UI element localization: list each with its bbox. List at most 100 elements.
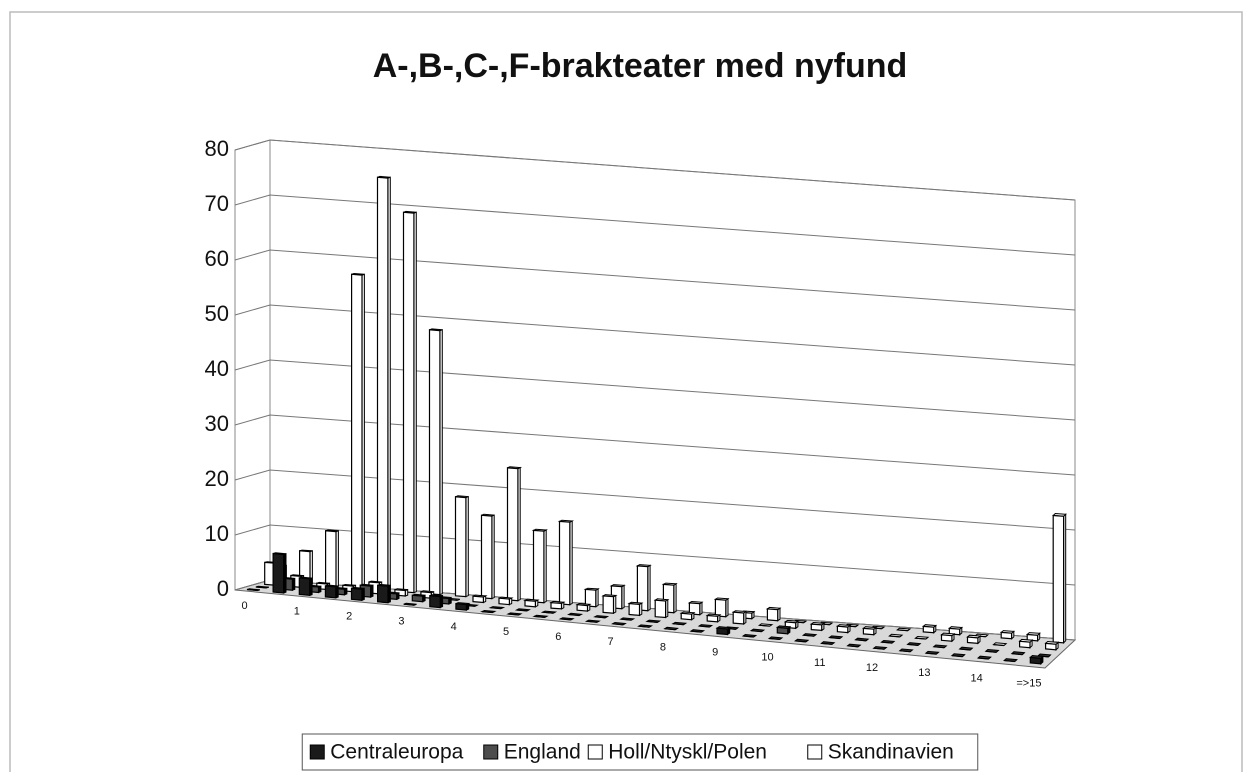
bar-front [516, 609, 528, 612]
x-tick-label: 8 [660, 641, 666, 653]
bar-front [951, 655, 963, 658]
y-tick-label: 10 [205, 521, 229, 546]
legend-swatch [309, 744, 325, 760]
bar [948, 626, 964, 636]
bar [402, 210, 417, 594]
bar [593, 615, 610, 619]
bar-front [481, 611, 493, 614]
bar [783, 619, 800, 630]
bar [480, 609, 497, 614]
bar [757, 623, 774, 627]
bar [1018, 638, 1034, 649]
bar [880, 639, 896, 644]
bar [454, 495, 469, 598]
bar [324, 584, 339, 599]
grid-line [234, 414, 1076, 476]
bar [351, 272, 365, 590]
bar-front [568, 613, 580, 617]
x-tick-label: 7 [608, 636, 614, 648]
bar [906, 642, 922, 646]
bar-front [584, 588, 597, 608]
bar-front [428, 329, 441, 596]
bar-front [664, 628, 676, 631]
bar-front [646, 620, 658, 623]
bar-front [376, 176, 389, 592]
bar-front [897, 629, 908, 632]
bar [976, 655, 992, 660]
bar-front [498, 597, 510, 606]
bar [1052, 512, 1067, 644]
bar-front [455, 602, 467, 611]
bar [420, 590, 435, 599]
bar [558, 617, 575, 621]
bar-front [706, 614, 719, 623]
bar-front [672, 623, 684, 626]
bar [566, 612, 584, 617]
bar-front [862, 627, 875, 636]
bar-front [558, 520, 571, 606]
bar-front [948, 627, 961, 636]
bar-front [325, 530, 337, 588]
bar [610, 621, 627, 626]
bar-front [403, 603, 415, 606]
bar [246, 588, 261, 592]
bar [403, 602, 417, 606]
bar [428, 328, 443, 596]
bar-front [550, 601, 563, 610]
bar-front [377, 584, 389, 604]
bar-front [612, 623, 624, 626]
bar [540, 610, 558, 614]
bar-front [602, 595, 615, 614]
bar-front [542, 611, 554, 614]
bar-front [680, 612, 693, 621]
bar [862, 626, 878, 636]
bar [1029, 654, 1045, 666]
bar-front [766, 608, 779, 622]
x-tick-label: =>15 [1016, 677, 1041, 689]
bar [653, 598, 670, 619]
bar [1003, 658, 1018, 663]
bar-front [940, 634, 953, 642]
bar [854, 637, 870, 642]
bar-front [690, 630, 702, 633]
bar [514, 608, 532, 612]
x-tick-label: 2 [346, 610, 352, 622]
bar [966, 634, 982, 645]
bar-front [873, 647, 885, 650]
bar-front [480, 514, 493, 600]
grid-line [234, 304, 1076, 366]
bar-front [490, 607, 501, 610]
bar [255, 585, 269, 589]
grid-line [234, 524, 1076, 586]
bar-front [933, 646, 945, 649]
x-tick-label: 14 [971, 672, 983, 684]
bar [765, 606, 782, 622]
bar [775, 625, 792, 635]
bar-front [411, 594, 424, 603]
bar-front [1004, 659, 1015, 663]
grid-line [234, 139, 1076, 201]
bar-front [978, 657, 989, 660]
x-tick-label: 1 [294, 605, 300, 617]
bar [549, 600, 566, 610]
bar-front [959, 648, 971, 651]
bar-front [759, 624, 770, 627]
bar-front [594, 616, 606, 619]
bar-front [350, 587, 363, 601]
bar-front [795, 640, 806, 643]
legend-label: Skandinavien [828, 741, 954, 764]
bar-front [1044, 642, 1057, 651]
bar [506, 612, 523, 616]
bar [809, 621, 826, 632]
bar-front [351, 273, 363, 590]
bar [350, 586, 365, 602]
bar-front [636, 565, 649, 612]
bar-front [324, 585, 337, 599]
x-tick-label: 5 [503, 626, 509, 638]
bar-front [560, 618, 571, 621]
y-tick-label: 70 [205, 191, 229, 216]
bar-front [586, 620, 597, 623]
legend-swatch [483, 744, 499, 760]
bar-front [402, 211, 415, 594]
